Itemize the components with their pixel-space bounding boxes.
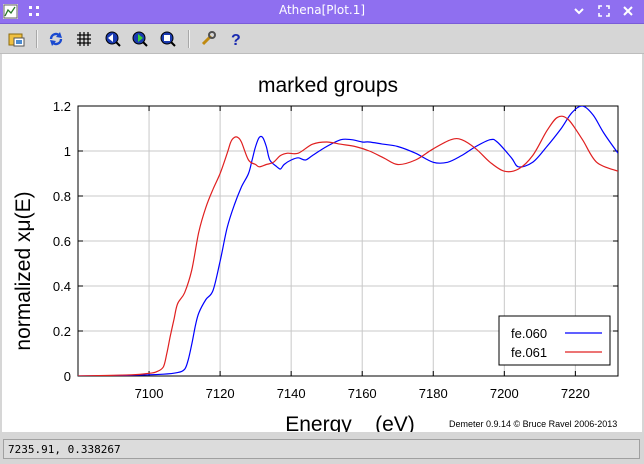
y-tick-label: 0.8 xyxy=(53,189,71,204)
chart-svg[interactable]: 7100 7120 7140 7160 7180 7200 7220 0 0.2 0.4 0.6 0.… xyxy=(2,54,642,436)
y-axis-label: normalized xμ(E) xyxy=(12,191,35,350)
grid-icon[interactable] xyxy=(74,29,94,49)
x-tick-label: 7180 xyxy=(419,386,448,401)
zoom-back-icon[interactable] xyxy=(103,29,123,49)
close-icon[interactable] xyxy=(620,3,636,19)
window-title: Athena[Plot.1] xyxy=(278,3,366,17)
toolbar: ? xyxy=(0,24,644,54)
y-tick-label: 0.6 xyxy=(53,234,71,249)
x-tick-label: 7160 xyxy=(348,386,377,401)
app-icon[interactable] xyxy=(3,4,18,19)
y-tick-label: 1 xyxy=(64,144,71,159)
series-line-fe.060 xyxy=(78,106,618,376)
toolbar-separator xyxy=(188,30,190,48)
minimize-icon[interactable] xyxy=(571,3,587,19)
status-coordinates: 7235.91, 0.338267 xyxy=(3,439,640,459)
help-icon[interactable]: ? xyxy=(226,29,246,49)
title-bar: Athena[Plot.1] xyxy=(0,0,644,24)
zoom-reset-icon[interactable] xyxy=(158,29,178,49)
series-line-fe.061 xyxy=(78,115,618,376)
refresh-icon[interactable] xyxy=(46,29,66,49)
toolbar-separator xyxy=(36,30,38,48)
legend-label: fe.060 xyxy=(511,326,547,341)
y-tick-label: 0 xyxy=(64,369,71,384)
zoom-forward-icon[interactable] xyxy=(130,29,150,49)
plot-area[interactable]: 7100 7120 7140 7160 7180 7200 7220 0 0.2 0.4 0.6 0.… xyxy=(2,54,642,436)
move-icon[interactable] xyxy=(26,3,42,19)
x-tick-label: 7200 xyxy=(490,386,519,401)
y-tick-label: 0.4 xyxy=(53,279,71,294)
series-layer xyxy=(78,106,618,376)
legend-box xyxy=(498,315,611,366)
maximize-icon[interactable] xyxy=(596,3,612,19)
x-tick-label: 7120 xyxy=(206,386,235,401)
status-bar: 7235.91, 0.338267 xyxy=(0,434,644,464)
x-tick-label: 7100 xyxy=(135,386,164,401)
settings-icon[interactable] xyxy=(198,29,218,49)
credit-text: Demeter 0.9.14 © Bruce Ravel 2006-2013 xyxy=(449,419,617,429)
legend: fe.060 fe.061 xyxy=(498,315,611,366)
y-tick-label: 1.2 xyxy=(53,99,71,114)
legend-label: fe.061 xyxy=(511,345,547,360)
x-tick-label: 7140 xyxy=(277,386,306,401)
svg-text:?: ? xyxy=(231,32,241,48)
open-icon[interactable] xyxy=(7,29,27,49)
chart-title: marked groups xyxy=(258,74,398,97)
x-tick-label: 7220 xyxy=(561,386,590,401)
y-tick-label: 0.2 xyxy=(53,324,71,339)
x-axis-label: Energy (eV) xyxy=(285,413,415,432)
